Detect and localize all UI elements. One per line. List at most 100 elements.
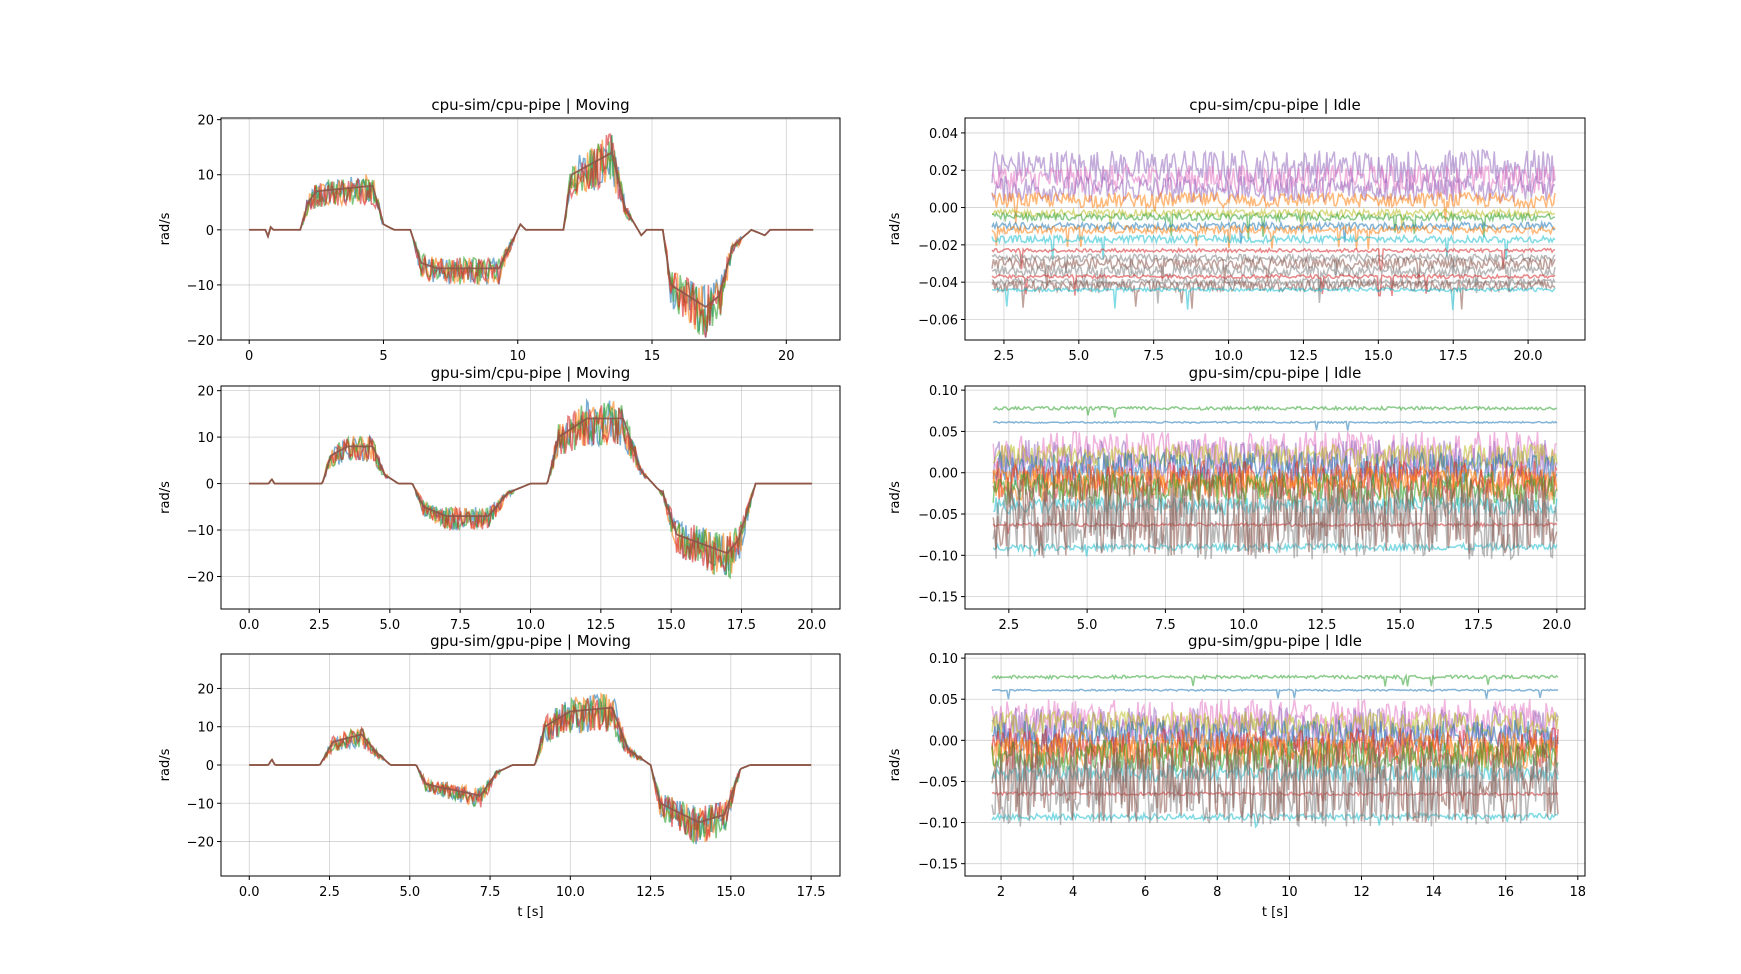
x-tick-label: 15 xyxy=(644,349,661,364)
series-line-3 xyxy=(991,173,1556,204)
series-line-2 xyxy=(992,688,1559,700)
y-tick-label: −20 xyxy=(187,334,214,349)
series-line-5 xyxy=(249,151,814,308)
x-tick-label: 10 xyxy=(1281,885,1298,900)
subplot-title: gpu-sim/cpu-pipe | Idle xyxy=(1189,364,1362,382)
subplot-title: gpu-sim/cpu-pipe | Moving xyxy=(431,364,631,382)
y-tick-label: −10 xyxy=(187,279,214,294)
y-tick-label: 20 xyxy=(197,682,214,697)
y-tick-label: 10 xyxy=(197,169,214,184)
y-tick-label: −0.15 xyxy=(918,591,958,606)
series-group xyxy=(991,148,1556,311)
series-line-8 xyxy=(991,223,1556,250)
y-tick-label: 0.02 xyxy=(929,164,958,179)
series-line-7 xyxy=(991,219,1556,244)
x-tick-label: 20.0 xyxy=(1542,618,1571,633)
x-tick-label: 5.0 xyxy=(1077,618,1098,633)
y-tick-label: −0.05 xyxy=(918,775,958,790)
x-tick-label: 7.5 xyxy=(450,618,471,633)
y-tick-label: 20 xyxy=(197,114,214,129)
y-tick-label: 0.00 xyxy=(929,734,958,749)
x-tick-label: 14 xyxy=(1425,885,1442,900)
series-line-4 xyxy=(249,133,814,338)
x-axis-label: t [s] xyxy=(517,905,543,920)
x-tick-label: 2.5 xyxy=(998,618,1019,633)
y-axis-label: rad/s xyxy=(158,748,173,781)
series-line-4 xyxy=(991,190,1556,224)
subplot-1: 0 5 10 15 20 −20 −10 0 10 20 cpu-sim/cpu-pipe | Mo… xyxy=(158,96,841,364)
y-tick-label: −10 xyxy=(187,524,214,539)
y-tick-label: 0 xyxy=(206,478,214,493)
y-tick-label: −0.06 xyxy=(918,313,958,328)
axes-frame xyxy=(964,653,1586,877)
y-tick-label: −20 xyxy=(187,570,214,585)
y-axis-label: rad/s xyxy=(888,481,903,514)
y-tick-label: 0.04 xyxy=(929,127,958,142)
y-tick-label: 20 xyxy=(197,385,214,400)
y-tick-label: −0.04 xyxy=(918,276,958,291)
y-tick-label: 0 xyxy=(206,759,214,774)
series-line-3 xyxy=(249,135,814,336)
series-line-1 xyxy=(249,135,814,338)
x-tick-label: 10.0 xyxy=(516,618,545,633)
subplot-6: 2 4 6 8 10 12 14 16 18 −0.15 −0.10 −0.05 0.00 0.05 0.1… xyxy=(888,632,1586,920)
x-tick-label: 17.5 xyxy=(1464,618,1493,633)
series-line-5 xyxy=(249,417,812,555)
y-tick-label: 0.05 xyxy=(929,693,958,708)
axes-frame xyxy=(964,117,1586,341)
series-group xyxy=(991,673,1559,829)
x-tick-label: 7.5 xyxy=(1155,618,1176,633)
x-tick-label: 12.5 xyxy=(636,885,665,900)
x-tick-label: 17.5 xyxy=(797,885,826,900)
series-line-5 xyxy=(249,706,812,824)
x-tick-label: 20.0 xyxy=(797,618,826,633)
x-tick-label: 20.0 xyxy=(1514,349,1543,364)
x-tick-label: 12.5 xyxy=(1289,349,1318,364)
x-tick-label: 16 xyxy=(1497,885,1514,900)
series-group xyxy=(992,405,1558,561)
x-tick-label: 15.0 xyxy=(716,885,745,900)
series-line-6 xyxy=(991,210,1556,239)
x-tick-label: 18 xyxy=(1570,885,1587,900)
y-tick-label: 0.10 xyxy=(929,652,958,667)
subplot-title: cpu-sim/cpu-pipe | Moving xyxy=(431,96,629,114)
y-tick-label: −20 xyxy=(187,836,214,851)
series-line-13 xyxy=(992,541,1558,558)
x-tick-label: 0 xyxy=(245,349,253,364)
x-tick-label: 4 xyxy=(1069,885,1077,900)
series-line-1 xyxy=(991,148,1556,184)
series-line-5 xyxy=(991,206,1556,234)
y-tick-label: 0.05 xyxy=(929,425,958,440)
x-tick-label: 5.0 xyxy=(1068,349,1089,364)
y-tick-label: −0.10 xyxy=(918,549,958,564)
x-tick-label: 5 xyxy=(379,349,387,364)
y-tick-label: 0.00 xyxy=(929,467,958,482)
y-tick-label: −10 xyxy=(187,797,214,812)
x-tick-label: 2.5 xyxy=(319,885,340,900)
x-tick-label: 2.5 xyxy=(309,618,330,633)
y-tick-label: −0.15 xyxy=(918,858,958,873)
subplot-title: gpu-sim/gpu-pipe | Moving xyxy=(430,632,631,650)
series-line-14 xyxy=(991,273,1556,297)
series-line-2 xyxy=(991,162,1556,198)
subplot-title: cpu-sim/cpu-pipe | Idle xyxy=(1189,96,1360,114)
axes-frame xyxy=(220,653,841,877)
axes-frame xyxy=(220,385,841,610)
x-tick-label: 10.0 xyxy=(556,885,585,900)
y-tick-label: 0.10 xyxy=(929,384,958,399)
series-group xyxy=(249,692,812,845)
series-line-1 xyxy=(993,405,1557,418)
subplot-5: 0.0 2.5 5.0 7.5 10.0 12.5 15.0 17.5 −20 −10 0 10 20 g… xyxy=(158,632,841,920)
x-tick-label: 10.0 xyxy=(1229,618,1258,633)
series-line-15 xyxy=(991,738,1559,823)
x-tick-label: 17.5 xyxy=(727,618,756,633)
x-tick-label: 8 xyxy=(1213,885,1221,900)
axes-frame xyxy=(220,117,841,341)
x-tick-label: 15.0 xyxy=(1364,349,1393,364)
series-group xyxy=(249,133,814,338)
y-tick-label: 0 xyxy=(206,224,214,239)
series-line-15 xyxy=(992,472,1558,556)
axes-frame xyxy=(964,385,1586,610)
series-group xyxy=(249,397,812,580)
